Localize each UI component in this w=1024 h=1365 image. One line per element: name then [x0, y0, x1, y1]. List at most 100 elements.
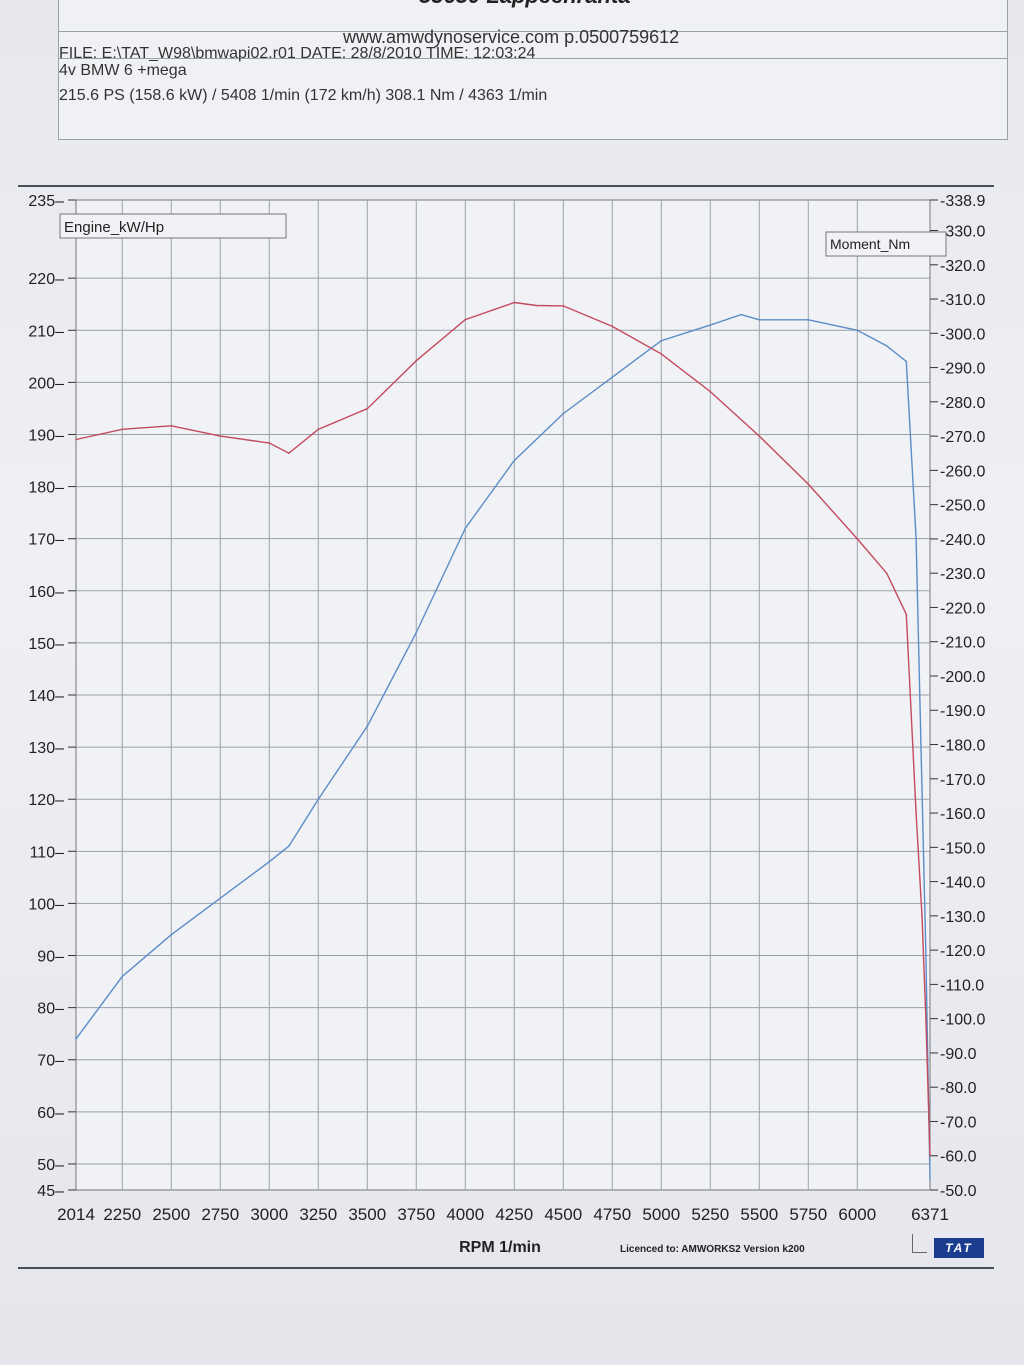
y-left-tick-label: 130– — [28, 740, 64, 757]
series-point — [611, 376, 614, 378]
x-tick-label: 6000 — [838, 1205, 876, 1224]
y-left-tick-label: 200– — [28, 375, 64, 392]
series-point — [464, 318, 467, 321]
series-point — [758, 435, 761, 437]
tat-logo: TAT — [934, 1238, 984, 1258]
y-right-tick-label: -130.0 — [940, 909, 985, 926]
series-point — [856, 329, 859, 332]
series-point — [660, 353, 663, 355]
x-tick-label: 4750 — [593, 1205, 631, 1224]
y-left-tick-label: 60– — [37, 1105, 64, 1122]
x-tick-label: 5250 — [691, 1205, 729, 1224]
series-point — [513, 459, 516, 462]
x-axis-label: RPM 1/min — [459, 1239, 541, 1256]
x-tick-label: 6371 — [911, 1205, 949, 1224]
y-right-tick-label: -260.0 — [940, 463, 985, 480]
x-tick-label: 3750 — [397, 1205, 435, 1224]
y-right-tick-label: -190.0 — [940, 703, 985, 720]
series-point — [268, 860, 271, 863]
y-right-tick-label: -338.9 — [940, 193, 985, 210]
y-right-tick-label: -180.0 — [940, 738, 985, 755]
series-point — [915, 812, 917, 814]
series-point — [562, 412, 565, 415]
y-right-tick-label: -70.0 — [940, 1114, 977, 1131]
x-tick-label: 3250 — [299, 1205, 337, 1224]
header-divider — [59, 58, 1007, 59]
series-point — [75, 1038, 77, 1040]
y-right-tick-label: -140.0 — [940, 875, 985, 892]
series-point — [366, 725, 369, 728]
y-right-tick-label: -150.0 — [940, 840, 985, 857]
series-point — [219, 435, 222, 437]
y-right-tick-label: -230.0 — [940, 566, 985, 583]
series-point — [856, 538, 859, 540]
series-point — [170, 933, 173, 936]
series-point — [925, 1017, 927, 1020]
series-point — [317, 428, 320, 431]
y-right-tick-label: -200.0 — [940, 669, 985, 686]
series-point — [740, 313, 743, 316]
series-point — [366, 407, 369, 410]
x-tick-label: 4000 — [446, 1205, 484, 1224]
y-right-tick-label: -300.0 — [940, 326, 985, 343]
y-left-tick-label: 190– — [28, 427, 64, 444]
y-right-tick-label: -280.0 — [940, 395, 985, 412]
y-right-tick-label: -60.0 — [940, 1149, 977, 1166]
x-tick-label: 5000 — [642, 1205, 680, 1224]
x-tick-label: 2750 — [201, 1205, 239, 1224]
y-left-tick-label: 180– — [28, 480, 64, 497]
series-point — [611, 325, 614, 328]
y-right-tick-label: -210.0 — [940, 635, 985, 652]
y-right-tick-label: -80.0 — [940, 1080, 977, 1097]
series-point — [121, 975, 124, 978]
y-left-tick-label: 120– — [28, 792, 64, 809]
y-left-tick-label: 210– — [28, 323, 64, 340]
right-axis-label: Moment_Nm — [830, 236, 910, 252]
series-point — [268, 442, 271, 444]
y-left-tick-label: 160– — [28, 584, 64, 601]
y-left-tick-label: 90– — [37, 949, 64, 966]
series-point — [921, 915, 923, 917]
left-axis-label: Engine_kW/Hp — [64, 219, 164, 236]
y-right-tick-label: -240.0 — [940, 532, 985, 549]
license-text: Licenced to: AMWORKS2 Version k200 — [620, 1244, 805, 1255]
left-axis-label-box — [59, 213, 287, 239]
y-right-tick-label: -120.0 — [940, 943, 985, 960]
header-city: 53650 Lappeenranta — [419, 0, 631, 9]
series-point — [885, 345, 888, 347]
series-point — [709, 390, 712, 393]
y-right-tick-label: -90.0 — [940, 1046, 977, 1063]
y-left-tick-label: 110– — [30, 844, 65, 861]
series-point — [513, 301, 516, 304]
y-right-tick-label: -310.0 — [940, 292, 985, 309]
y-left-tick-label: 170– — [28, 532, 64, 549]
header-file-info: FILE: E:\TAT_W98\bmwapi02.r01 DATE: 28/8… — [59, 45, 536, 62]
y-right-tick-label: -250.0 — [940, 498, 985, 515]
series-point — [915, 537, 917, 540]
series-point — [288, 845, 290, 847]
series-point — [170, 425, 173, 427]
x-tick-label: 4500 — [544, 1205, 582, 1224]
header-divider — [59, 31, 1007, 32]
header-box: 53650 Lappeenranta www.amwdynoservice.co… — [58, 0, 1008, 140]
series-point — [660, 339, 663, 342]
y-right-tick-label: -50.0 — [940, 1183, 977, 1200]
y-left-tick-label: 50– — [37, 1157, 64, 1174]
series-point — [925, 954, 927, 957]
header-website: www.amwdynoservice.com p.0500759612 — [343, 27, 680, 47]
chart-frame — [18, 185, 994, 1269]
series-point — [121, 428, 124, 431]
series-point — [758, 319, 761, 321]
y-right-tick-label: -330.0 — [940, 223, 985, 240]
y-left-tick-label: 150– — [28, 636, 64, 653]
x-tick-label: 2014 — [57, 1205, 95, 1224]
y-left-tick-label: 80– — [37, 1001, 64, 1018]
y-left-tick-label: 45– — [37, 1183, 64, 1200]
series-point — [807, 483, 810, 485]
series-point — [415, 631, 418, 634]
series-point — [415, 359, 418, 362]
series-point — [905, 613, 908, 616]
series-point — [464, 527, 467, 530]
y-right-tick-label: -100.0 — [940, 1012, 985, 1029]
